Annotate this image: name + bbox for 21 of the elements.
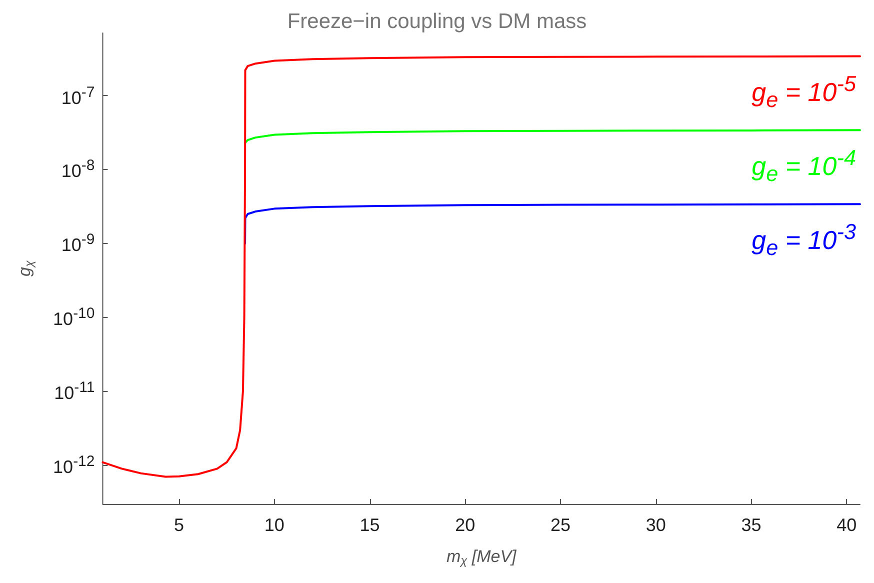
chart-title: Freeze−in coupling vs DM mass — [287, 10, 587, 33]
y-tick-label: 10$^{-12}$ — [53, 453, 95, 478]
y-tick-label: 10$^{-8}$ — [61, 157, 95, 182]
annotation: g$_{e}$ = 10$^{-4}$ — [752, 145, 856, 186]
y-tick-label: 10$^{-10}$ — [53, 305, 95, 330]
y-axis-title: gχ — [15, 260, 36, 276]
x-tick-label: 20 — [455, 515, 476, 535]
annotation: g$_{e}$ = 10$^{-5}$ — [752, 71, 856, 112]
y-tick-label: 10$^{-7}$ — [61, 84, 95, 108]
line-series — [102, 55, 861, 478]
line-series — [244, 129, 861, 144]
annotation: g$_{e}$ = 10$^{-3}$ — [752, 219, 856, 260]
x-tick-label: 15 — [360, 515, 380, 535]
x-tick-label: 30 — [646, 515, 666, 535]
x-tick-label: 10 — [264, 515, 284, 535]
y-tick-label: 10$^{-9}$ — [61, 231, 95, 256]
x-tick-label: 35 — [741, 515, 762, 535]
x-tick-label: 40 — [836, 515, 857, 535]
y-tick-label: 10$^{-11}$ — [54, 379, 95, 404]
x-tick-label: 5 — [174, 515, 184, 535]
x-tick-label: 25 — [550, 515, 571, 535]
